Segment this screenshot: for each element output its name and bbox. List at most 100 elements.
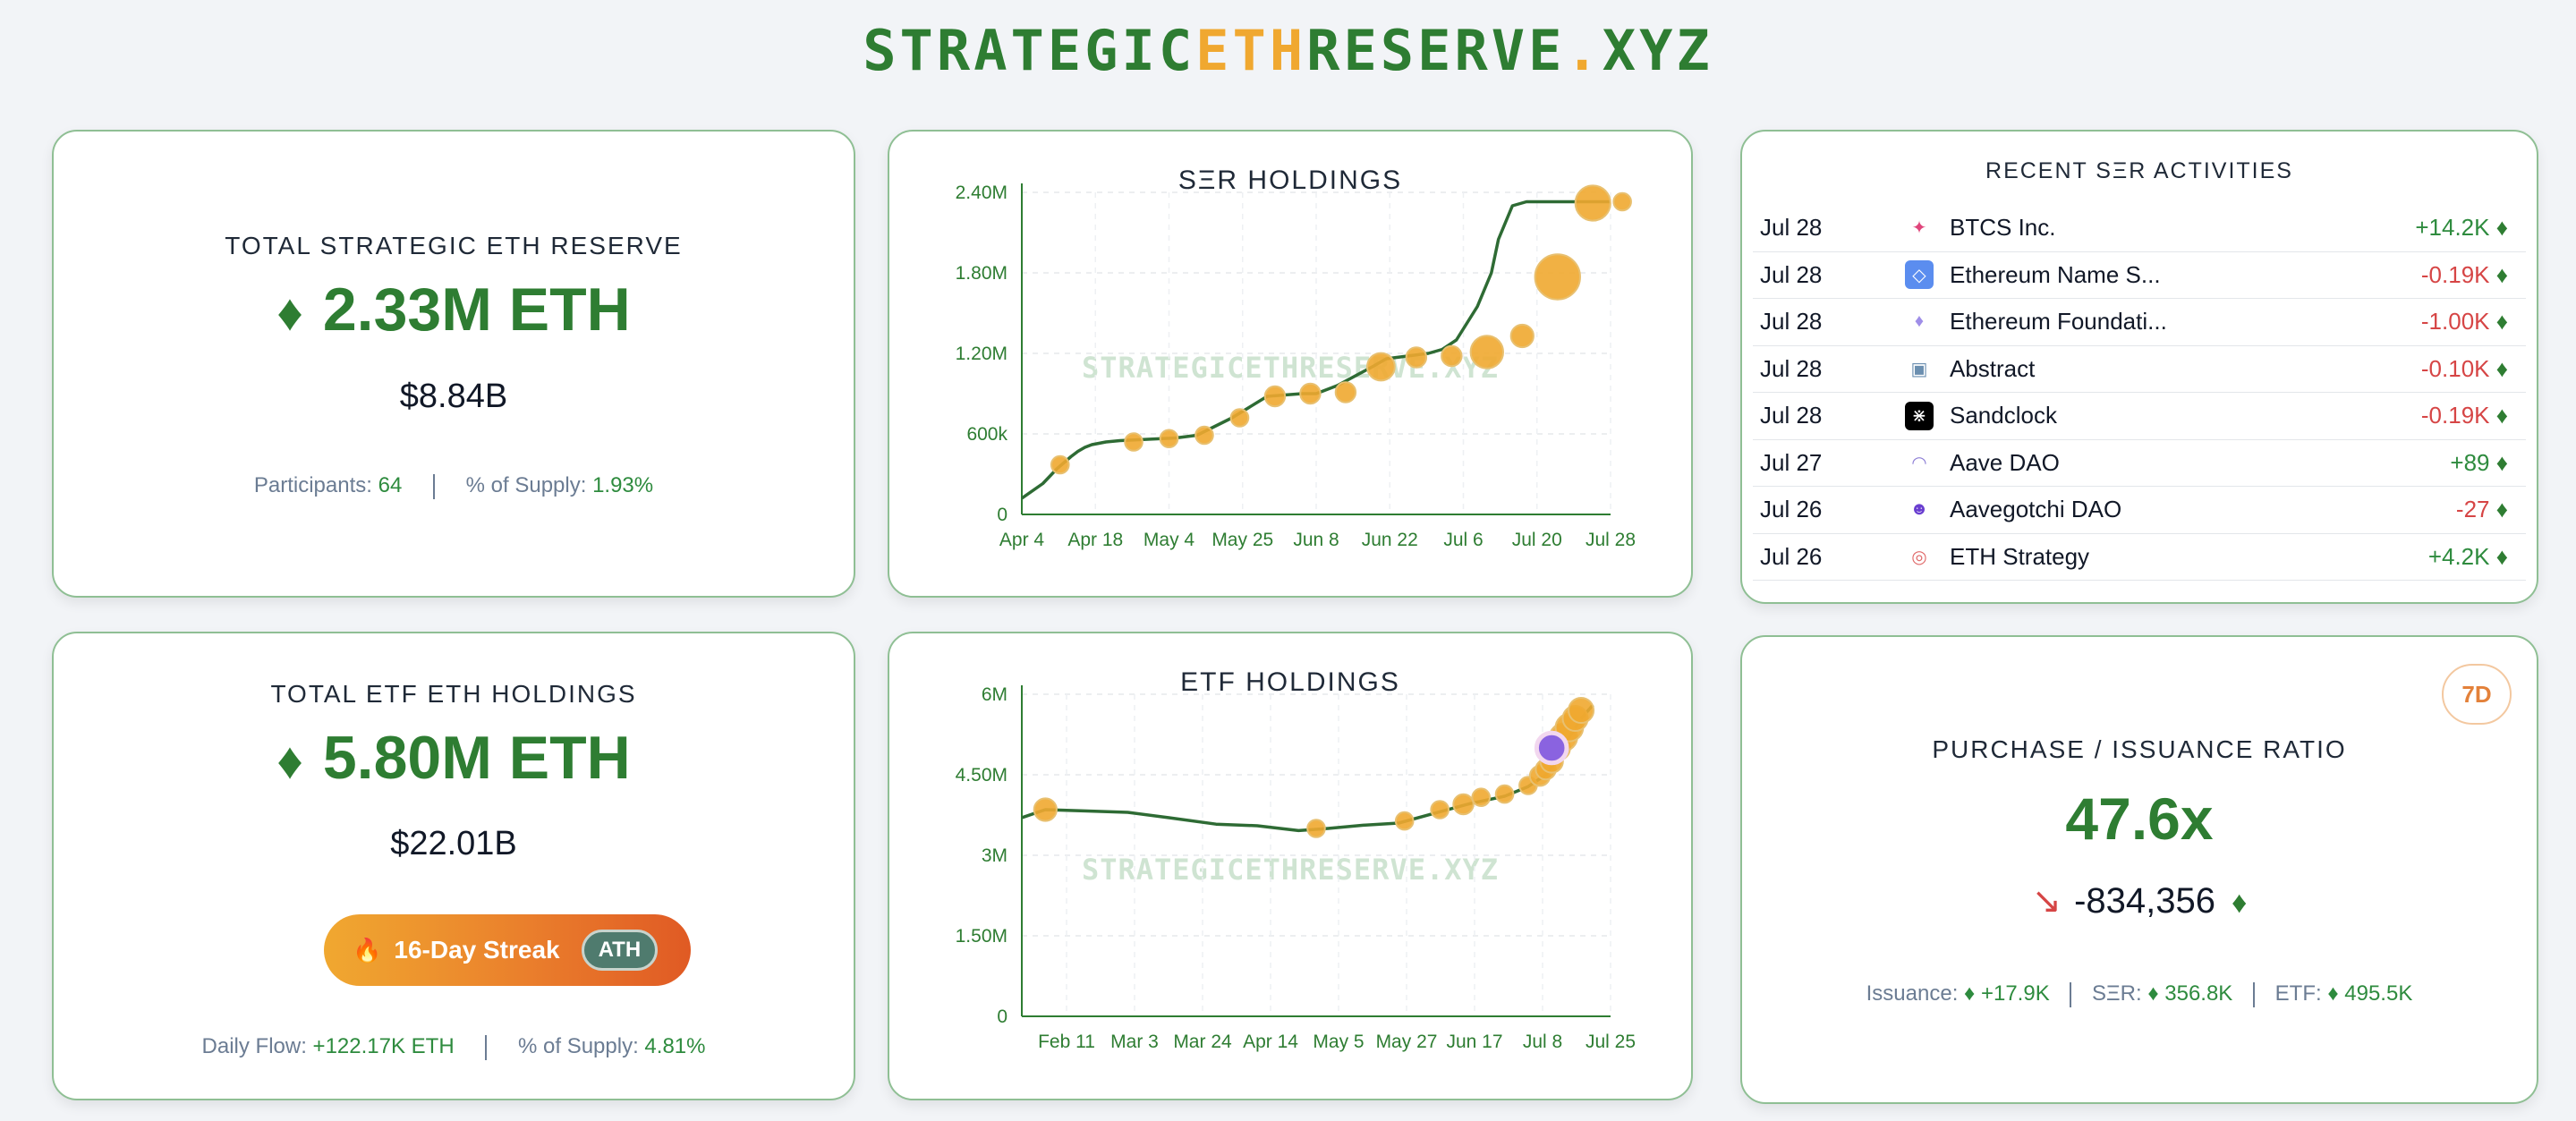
site-logo[interactable]: STRATEGICETHRESERVE.XYZ: [0, 18, 2576, 83]
purchase-event-marker[interactable]: [1494, 784, 1515, 804]
ethereum-diamond-icon: ♦: [276, 732, 303, 790]
sandclock-logo-icon: ⋇: [1905, 401, 1934, 430]
purchase-event-marker[interactable]: [1452, 793, 1475, 816]
purchase-event-marker[interactable]: [1612, 191, 1632, 212]
meta-divider: [485, 1034, 488, 1060]
ratio-delta-row: ↘ -834,356 ♦: [1742, 880, 2537, 921]
activity-row[interactable]: Jul 28 ♦ Ethereum Foundati... -1.00K ♦: [1753, 299, 2526, 346]
activity-row[interactable]: Jul 26 ◎ ETH Strategy +4.2K ♦: [1753, 534, 2526, 581]
y-tick-label: 600k: [966, 424, 1007, 445]
purchase-event-marker[interactable]: [1441, 344, 1463, 368]
activity-amount: -27 ♦: [2455, 496, 2508, 523]
ratio-delta: -834,356: [2074, 881, 2216, 921]
purchase-event-marker[interactable]: [1394, 811, 1415, 831]
purchase-event-marker[interactable]: [1574, 184, 1611, 222]
y-tick-label: 1.50M: [956, 926, 1007, 947]
streak-label: 16-Day Streak: [394, 936, 560, 964]
logo-part-strategic: STRATEGIC: [863, 18, 1196, 83]
fire-icon: 🔥: [353, 936, 382, 964]
etf-supply-value: 4.81%: [644, 1034, 706, 1058]
purchase-event-marker[interactable]: [1534, 253, 1581, 301]
y-tick-label: 2.40M: [956, 183, 1007, 203]
participants-label: Participants:: [253, 473, 372, 497]
logo-part-dot: .: [1565, 18, 1603, 83]
ethereum-foundation-logo-icon: ♦: [1905, 307, 1934, 336]
meta-divider: [2253, 981, 2255, 1007]
x-tick-label: Jul 6: [1443, 530, 1483, 550]
purchase-event-marker[interactable]: [1568, 697, 1595, 724]
etf-title: TOTAL ETF ETH HOLDINGS: [270, 680, 637, 708]
purchase-event-marker[interactable]: [1194, 425, 1214, 446]
streak-badge[interactable]: 🔥 16-Day Streak ATH: [324, 914, 691, 986]
activity-name: Sandclock: [1950, 402, 2057, 429]
purchase-event-marker[interactable]: [1469, 335, 1505, 369]
ser-holdings-chart[interactable]: 0 600k 1.20M 1.80M 2.40M Apr 4 Apr 18 May 4 May …: [889, 132, 1693, 598]
activity-name: Ethereum Name S...: [1950, 260, 2161, 288]
ens-logo-icon: ◇: [1905, 260, 1934, 290]
activity-row[interactable]: Jul 28 ▣ Abstract -0.10K ♦: [1753, 346, 2526, 393]
etf-amount-row: ♦ 5.80M ETH: [54, 723, 854, 793]
ethereum-diamond-icon: ♦: [2495, 354, 2508, 382]
purchase-event-marker[interactable]: [1509, 323, 1535, 349]
logo-part-xyz: XYZ: [1602, 18, 1713, 83]
purchase-event-marker[interactable]: [1159, 429, 1179, 449]
activity-date: Jul 28: [1760, 214, 1823, 242]
strategic-reserve-card: TOTAL STRATEGIC ETH RESERVE ♦ 2.33M ETH $…: [52, 130, 855, 598]
reserve-amount-row: ♦ 2.33M ETH: [54, 275, 854, 344]
x-tick-label: Mar 24: [1173, 1032, 1232, 1052]
activity-name: Abstract: [1950, 354, 2036, 382]
etf-value: 495.5K: [2344, 981, 2413, 1006]
logo-part-eth: ETH: [1195, 18, 1307, 83]
btcs-logo-icon: ✦: [1905, 213, 1934, 242]
activity-amount: +89 ♦: [2450, 448, 2508, 476]
x-tick-label: Apr 4: [999, 530, 1045, 550]
daily-flow-label: Daily Flow:: [201, 1034, 307, 1058]
y-tick-label: 0: [997, 505, 1007, 525]
ethereum-diamond-icon: ♦: [2495, 448, 2508, 476]
activities-title: RECENT SΞR ACTIVITIES: [1985, 158, 2293, 183]
x-tick-label: Apr 18: [1067, 530, 1123, 550]
chart-watermark: STRATEGICETHRESERVE.XYZ: [1081, 351, 1500, 385]
supply-value: 1.93%: [592, 473, 654, 497]
etf-usd: $22.01B: [390, 825, 517, 862]
timeframe-7d-button[interactable]: 7D: [2442, 664, 2512, 725]
activity-row[interactable]: Jul 26 ☻ Aavegotchi DAO -27 ♦: [1753, 487, 2526, 534]
purchase-event-marker[interactable]: [1405, 346, 1428, 369]
purchase-event-marker[interactable]: [1306, 819, 1326, 838]
purchase-event-marker[interactable]: [1299, 382, 1322, 405]
x-tick-label: Jul 25: [1586, 1032, 1636, 1052]
purchase-event-marker[interactable]: [1334, 381, 1357, 403]
ethereum-diamond-icon: ♦: [2495, 542, 2508, 570]
purchase-event-marker[interactable]: [1050, 454, 1070, 475]
purchase-event-marker[interactable]: [1229, 408, 1250, 428]
purchase-event-marker[interactable]: [1471, 787, 1492, 807]
activities-list: Jul 28 ✦ BTCS Inc. +14.2K ♦ Jul 28 ◇ Ethereum …: [1753, 205, 2526, 581]
highlight-marker[interactable]: [1534, 730, 1569, 766]
etf-holdings-chart[interactable]: 0 1.50M 3M 4.50M 6M Feb 11 Mar 3 Mar 24 Apr 14 Ma…: [889, 633, 1693, 1100]
etf-holdings-chart-card: ETF HOLDINGS STRATEGICETHRESERVE.XYZ 0 1.…: [888, 632, 1693, 1100]
activity-amount: -0.10K ♦: [2420, 354, 2508, 382]
activity-row[interactable]: Jul 27 ◠ Aave DAO +89 ♦: [1753, 440, 2526, 487]
purchase-event-marker[interactable]: [1365, 352, 1396, 382]
activity-amount: -1.00K ♦: [2420, 308, 2508, 335]
issuance-value: +17.9K: [1980, 981, 2050, 1006]
ethereum-diamond-icon: ♦: [2232, 886, 2248, 920]
x-tick-label: Jun 8: [1293, 530, 1339, 550]
y-tick-label: 3M: [982, 845, 1007, 866]
reserve-meta: Participants: 64 % of Supply: 1.93%: [54, 473, 854, 499]
activity-row[interactable]: Jul 28 ◇ Ethereum Name S... -0.19K ♦: [1753, 252, 2526, 299]
x-tick-label: Jul 28: [1586, 530, 1636, 550]
purchase-event-marker[interactable]: [1430, 800, 1450, 820]
activity-row[interactable]: Jul 28 ⋇ Sandclock -0.19K ♦: [1753, 393, 2526, 440]
activity-date: Jul 28: [1760, 308, 1823, 335]
etf-holdings-card: TOTAL ETF ETH HOLDINGS ♦ 5.80M ETH $22.01…: [52, 632, 855, 1100]
purchase-event-marker[interactable]: [1124, 432, 1143, 452]
logo-part-reserve: RESERVE: [1306, 18, 1566, 83]
activity-row[interactable]: Jul 28 ✦ BTCS Inc. +14.2K ♦: [1753, 205, 2526, 252]
x-tick-label: Jun 17: [1446, 1032, 1502, 1052]
activity-amount: +14.2K ♦: [2415, 214, 2508, 242]
activity-amount: -0.19K ♦: [2420, 402, 2508, 429]
ser-holdings-chart-card: SΞR HOLDINGS STRATEGICETHRESERVE.XYZ 0 60…: [888, 130, 1693, 598]
purchase-event-marker[interactable]: [1263, 385, 1287, 408]
purchase-event-marker[interactable]: [1033, 797, 1058, 822]
